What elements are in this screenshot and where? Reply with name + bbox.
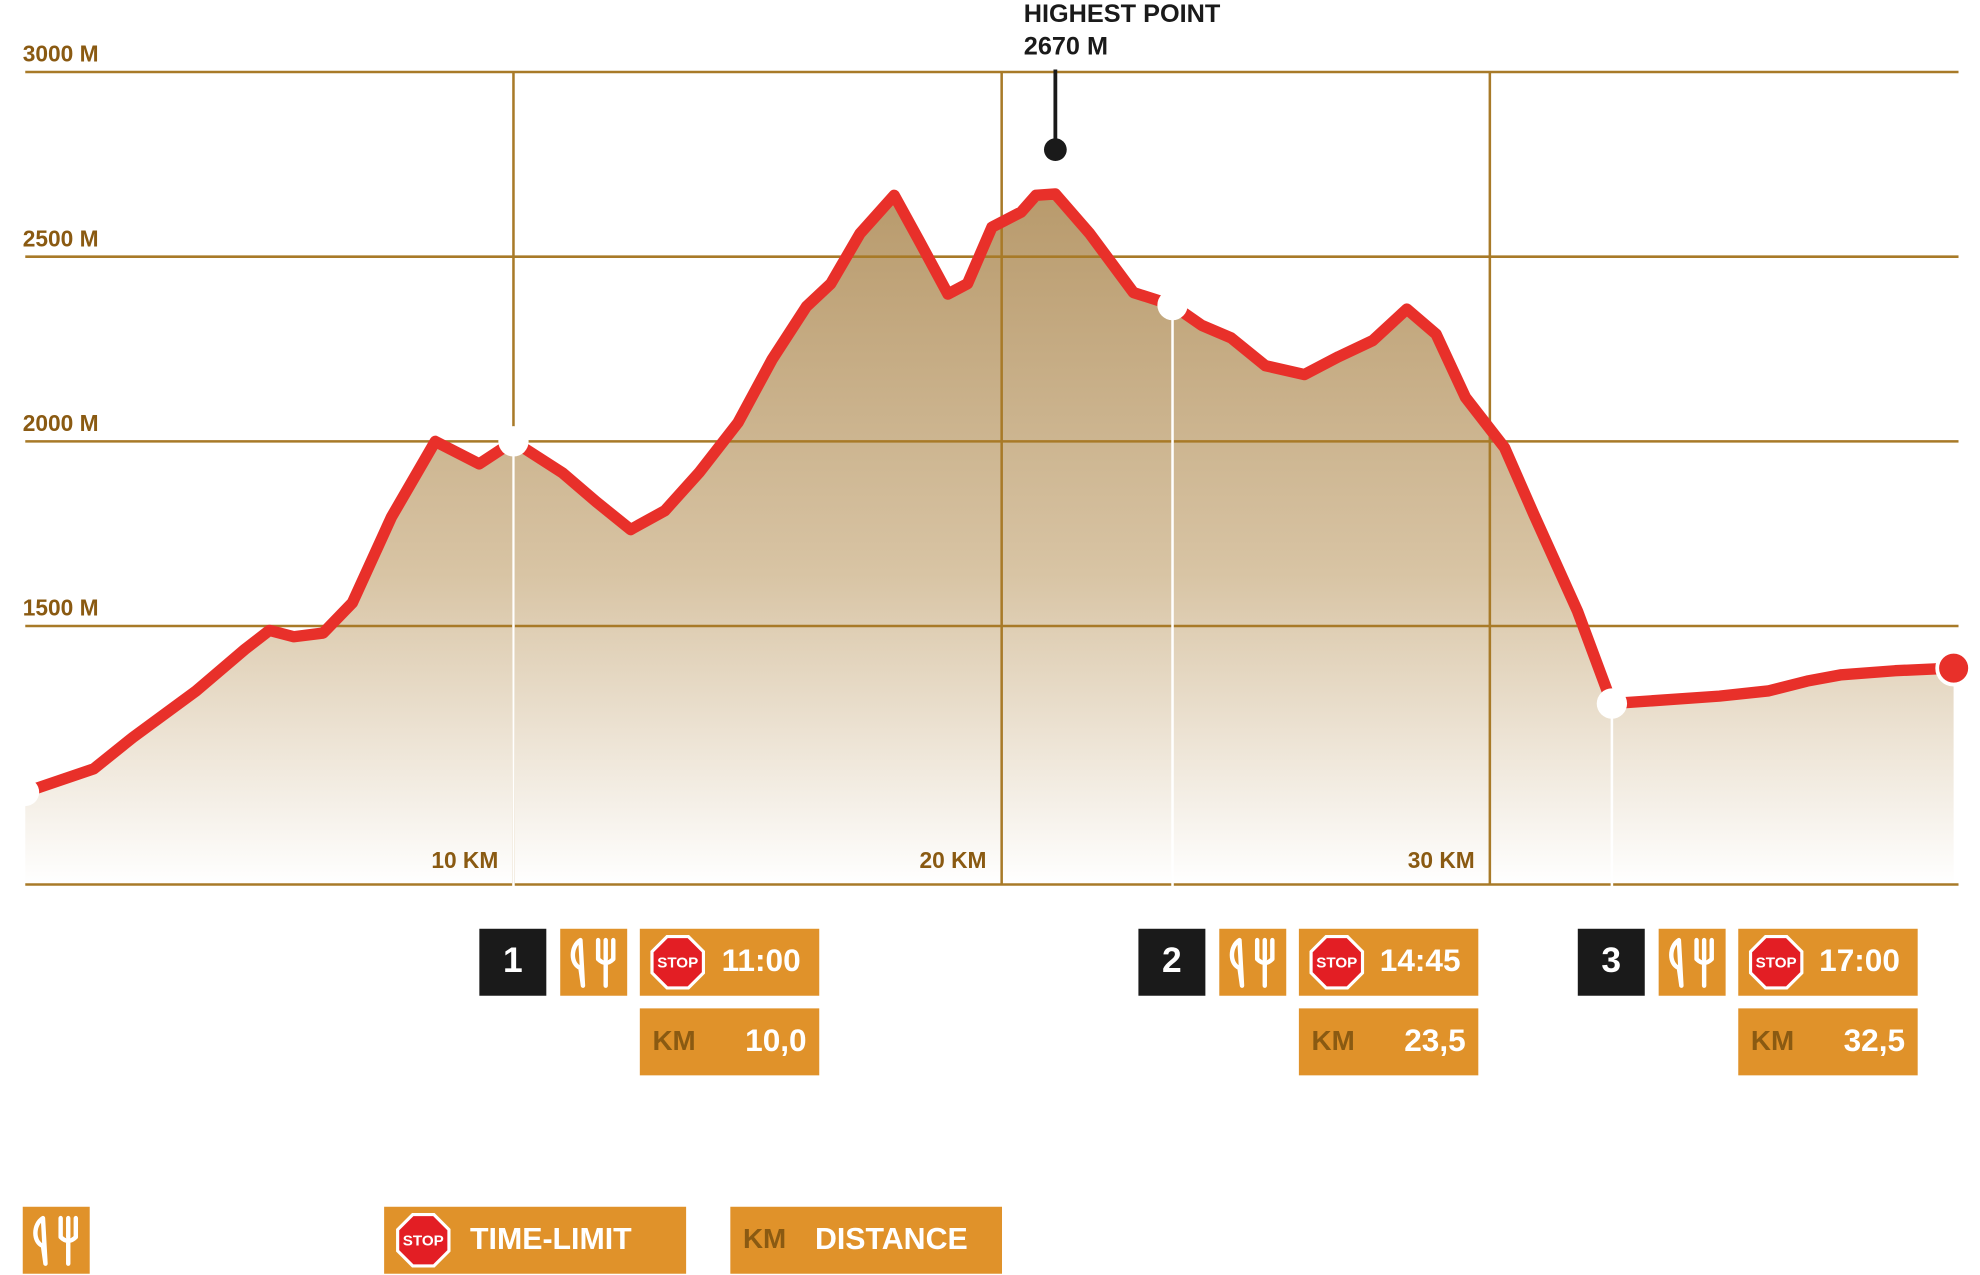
- km-box: [1738, 1008, 1918, 1076]
- fork-icon: [22, 1206, 90, 1274]
- fork-box: [22, 1206, 90, 1274]
- x-tick-label: 20 KM: [920, 847, 987, 873]
- elevation-line: [19, 188, 1960, 798]
- km-value: 32,5: [1844, 1022, 1905, 1058]
- stop-number-box: [479, 928, 547, 996]
- y-tick-label: 3000 M: [23, 41, 99, 67]
- fork-icon: [560, 928, 628, 996]
- x-tick-label: 10 KM: [431, 847, 498, 873]
- stop-sign: [650, 935, 706, 990]
- stop-number-box: [1138, 928, 1206, 996]
- fork-glyph: [33, 1215, 79, 1266]
- legend-distance: DISTANCE: [815, 1223, 968, 1256]
- km-value: 10,0: [745, 1022, 806, 1058]
- stop-dot: [1157, 289, 1188, 321]
- stop-sign-text: STOP: [1756, 955, 1797, 972]
- legend-km: KM: [743, 1223, 786, 1254]
- time-limit: 17:00: [1819, 942, 1900, 978]
- fork-glyph: [1229, 937, 1275, 988]
- stop-number: 3: [1601, 941, 1621, 980]
- fork-icon: [1658, 928, 1726, 996]
- stop-number: 1: [503, 941, 523, 980]
- fork-box: [560, 928, 628, 996]
- stop-dot: [1596, 688, 1628, 719]
- leader-dot: [1043, 138, 1067, 162]
- end-dot: [1935, 649, 1972, 687]
- y-tick-label: 2500 M: [23, 225, 99, 251]
- km-box: [639, 1008, 820, 1076]
- stop-sign: [1309, 935, 1365, 990]
- annotation-title: HIGHEST POINT: [1024, 0, 1221, 28]
- fork-glyph: [570, 937, 616, 988]
- fork-icon: [1219, 928, 1287, 996]
- stop-sign-text: STOP: [403, 1233, 444, 1250]
- annotation-value: 2670 M: [1024, 33, 1108, 61]
- km-value: 23,5: [1404, 1022, 1465, 1058]
- stop-sign: [1748, 935, 1804, 990]
- km-unit: KM: [1751, 1025, 1794, 1056]
- stop-number-box: [1577, 928, 1645, 996]
- x-tick-label: 30 KM: [1408, 847, 1475, 873]
- legend-km-box: [730, 1206, 1003, 1274]
- time-limit: 11:00: [722, 942, 801, 978]
- km-unit: KM: [1312, 1025, 1355, 1056]
- start-dot: [11, 778, 40, 807]
- stop-sign-text: STOP: [657, 955, 698, 972]
- fork-box: [1219, 928, 1287, 996]
- stop-number: 2: [1162, 941, 1182, 980]
- stop-sign: [396, 1213, 451, 1268]
- stop-sign-text: STOP: [1316, 955, 1357, 972]
- fork-box: [1658, 928, 1726, 996]
- fork-glyph: [1669, 937, 1714, 988]
- legend-time-limit: TIME-LIMIT: [470, 1223, 632, 1256]
- time-limit: 14:45: [1380, 942, 1461, 978]
- stop-dot: [498, 426, 529, 457]
- area-fill: [25, 193, 1954, 885]
- km-box: [1298, 1008, 1479, 1076]
- y-tick-label: 1500 M: [23, 595, 99, 621]
- y-tick-label: 2000 M: [23, 410, 99, 436]
- km-unit: KM: [652, 1025, 695, 1056]
